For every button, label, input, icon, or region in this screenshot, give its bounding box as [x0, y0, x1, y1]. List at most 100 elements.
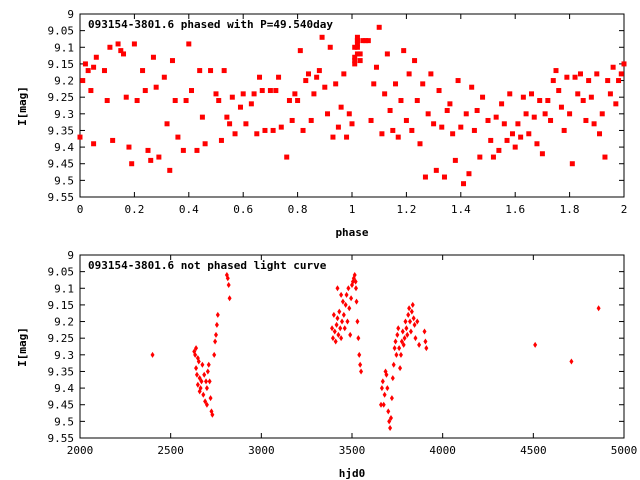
phased-data-point	[441, 174, 447, 180]
phased-data-point	[346, 111, 352, 117]
phased-data-point	[425, 111, 431, 117]
phased-data-point	[422, 174, 428, 180]
phased-data-point	[278, 124, 284, 130]
phased-data-point	[284, 154, 290, 160]
phased-data-point	[621, 61, 627, 67]
phased-data-point	[575, 91, 581, 97]
unphased-data-point	[382, 391, 387, 398]
phased-data-point	[197, 68, 203, 74]
phased-data-point	[395, 134, 401, 140]
unphased-data-point	[215, 311, 220, 318]
phased-data-point	[110, 137, 116, 143]
unphased-data-point	[533, 341, 538, 348]
phased-data-point	[354, 41, 360, 47]
phased-data-point	[352, 61, 358, 67]
phased-data-point	[352, 58, 358, 64]
unphased-data-point	[406, 311, 411, 318]
phased-data-point	[305, 71, 311, 77]
unphased-y-tick-label: 9.05	[48, 266, 75, 279]
unphased-data-point	[340, 318, 345, 325]
phased-data-point	[276, 74, 282, 80]
unphased-data-point	[338, 325, 343, 332]
unphased-x-tick-label: 2000	[67, 444, 94, 457]
phased-data-point	[224, 114, 230, 120]
unphased-data-point	[411, 315, 416, 322]
unphased-y-tick-label: 9.45	[48, 399, 75, 412]
phased-data-point	[488, 137, 494, 143]
phased-data-point	[91, 141, 97, 147]
phased-data-point	[107, 44, 113, 50]
phased-data-point	[548, 117, 554, 123]
phased-data-point	[150, 54, 156, 60]
unphased-data-point	[226, 281, 231, 288]
phased-data-point	[607, 91, 613, 97]
unphased-data-point	[569, 358, 574, 365]
phased-data-point	[259, 88, 265, 94]
phased-data-point	[469, 84, 475, 90]
unphased-data-point	[423, 338, 428, 345]
phased-data-point	[91, 64, 97, 70]
phased-data-point	[515, 121, 521, 127]
phased-data-point	[553, 68, 559, 74]
phased-data-point	[344, 134, 350, 140]
phased-data-point	[384, 51, 390, 57]
unphased-data-point	[381, 401, 386, 408]
unphased-data-point	[404, 325, 409, 332]
unphased-data-point	[337, 308, 342, 315]
unphased-data-point	[410, 301, 415, 308]
unphased-y-tick-label: 9.25	[48, 332, 75, 345]
unphased-data-point	[388, 425, 393, 432]
unphased-data-point	[213, 338, 218, 345]
unphased-data-point	[202, 371, 207, 378]
unphased-data-point	[384, 371, 389, 378]
phased-data-point	[390, 127, 396, 133]
unphased-data-point	[203, 398, 208, 405]
phased-data-point	[558, 104, 564, 110]
unphased-data-point	[150, 351, 155, 358]
unphased-data-point	[194, 371, 199, 378]
phased-data-point	[262, 127, 268, 133]
unphased-data-point	[197, 375, 202, 382]
unphased-y-tick-label: 9.55	[48, 432, 75, 445]
phased-data-point	[534, 141, 540, 147]
phased-data-point	[172, 98, 178, 104]
unphased-y-tick-label: 9.15	[48, 299, 75, 312]
phased-data-point	[455, 78, 461, 84]
unphased-data-point	[199, 378, 204, 385]
unphased-data-point	[402, 335, 407, 342]
phased-data-point	[330, 134, 336, 140]
unphased-data-point	[400, 328, 405, 335]
unphased-data-point	[379, 401, 384, 408]
unphased-data-point	[193, 351, 198, 358]
unphased-data-point	[379, 385, 384, 392]
unphased-y-tick-label: 9.2	[54, 316, 74, 329]
unphased-x-axis-label: hjd0	[339, 467, 366, 480]
phased-y-tick-label: 9.35	[48, 124, 75, 137]
unphased-data-point	[399, 338, 404, 345]
phased-data-point	[610, 64, 616, 70]
unphased-data-point	[395, 331, 400, 338]
phased-data-point	[474, 107, 480, 113]
phased-data-point	[542, 111, 548, 117]
phased-x-tick-label: 1.2	[396, 203, 416, 216]
phased-data-point	[599, 111, 605, 117]
phased-data-point	[85, 68, 91, 74]
phased-data-point	[466, 171, 472, 177]
phased-data-point	[161, 74, 167, 80]
phased-x-tick-label: 2	[621, 203, 628, 216]
phased-data-point	[354, 51, 360, 57]
phased-data-point	[115, 41, 121, 47]
phased-data-point	[267, 88, 273, 94]
phased-data-point	[572, 74, 578, 80]
unphased-data-point	[214, 331, 218, 338]
unphased-data-point	[397, 345, 402, 352]
phased-y-tick-label: 9.25	[48, 91, 75, 104]
unphased-data-point	[392, 345, 397, 352]
phased-data-point	[292, 91, 298, 97]
phased-data-point	[88, 88, 94, 94]
phased-data-point	[77, 134, 83, 140]
unphased-data-point	[408, 328, 413, 335]
unphased-data-point	[205, 368, 210, 375]
unphased-y-tick-label: 9	[67, 249, 74, 262]
